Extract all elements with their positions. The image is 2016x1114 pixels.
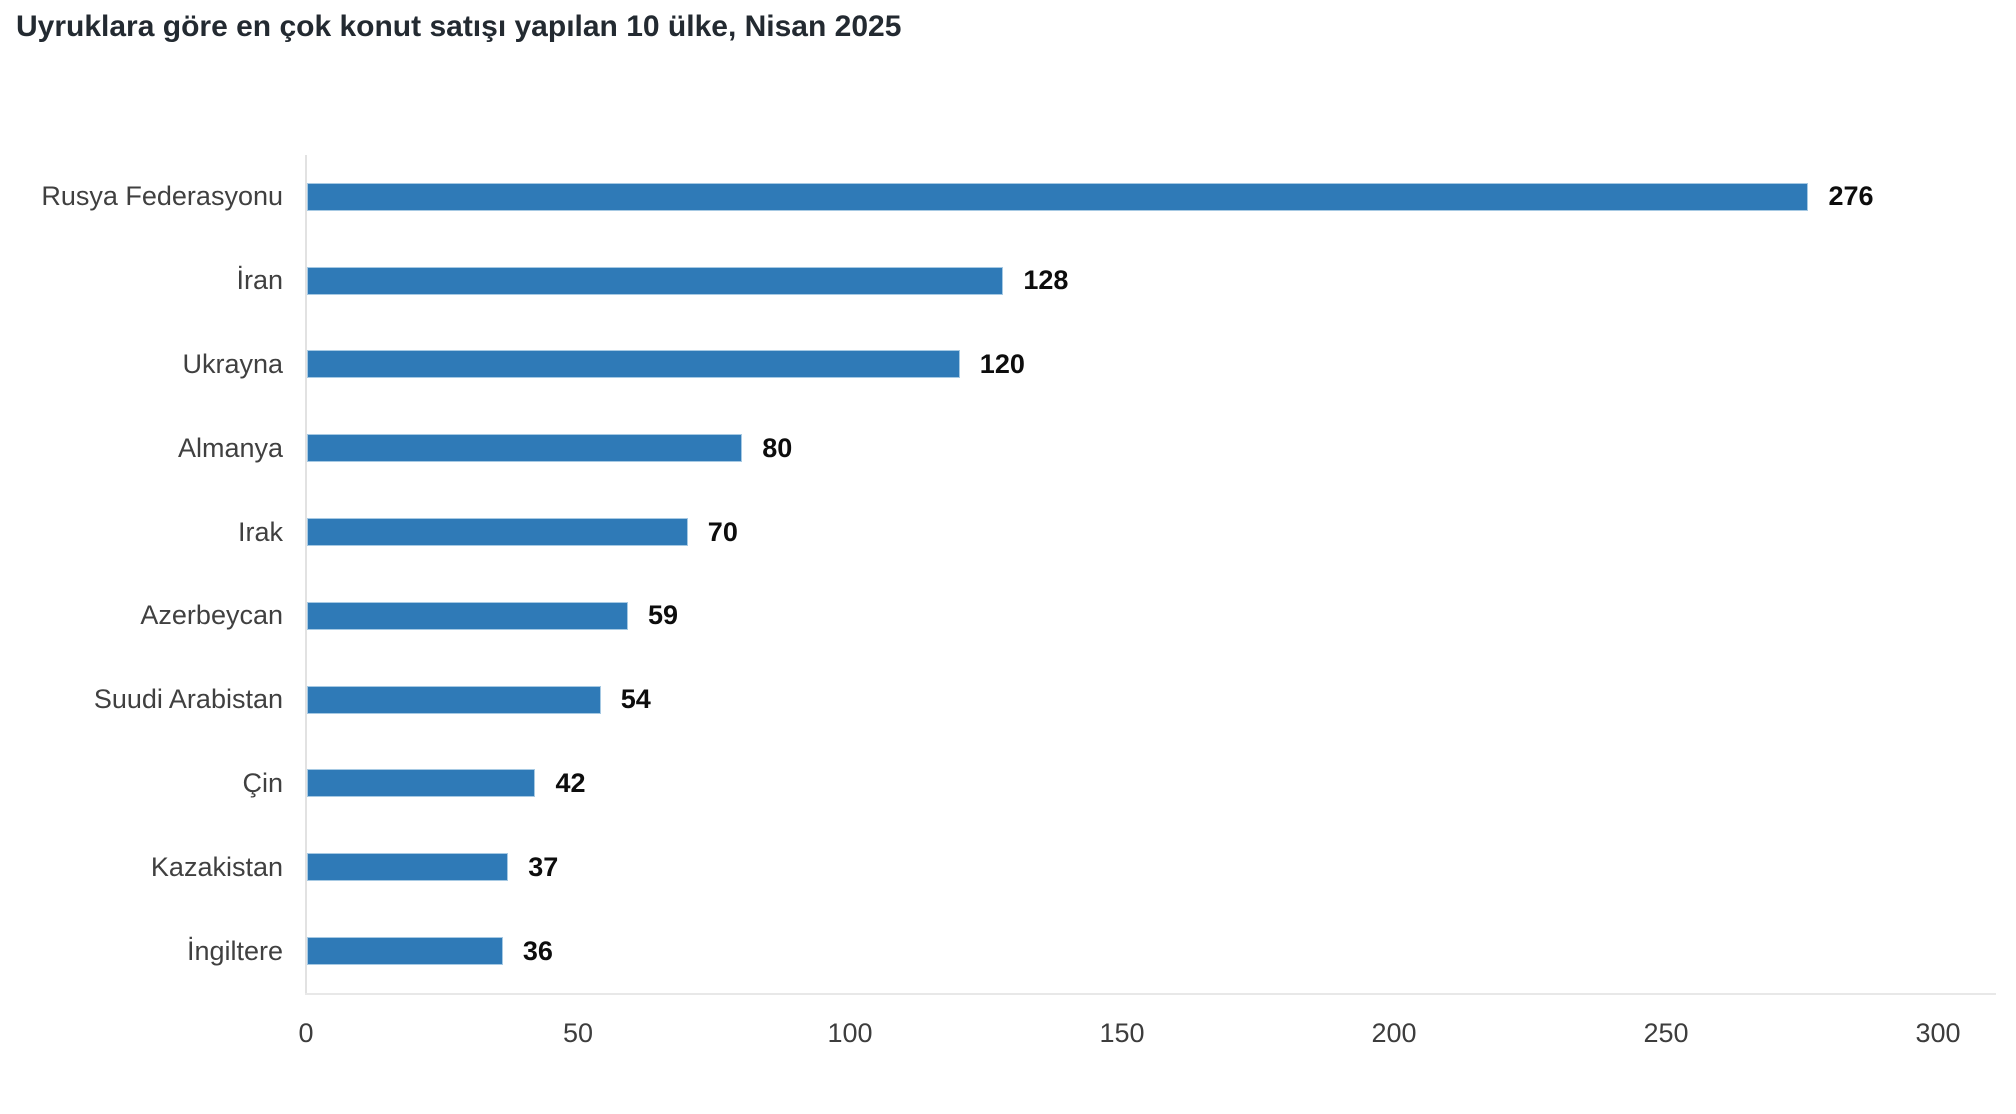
bar-rows-container: Rusya Federasyonu 276 İran 128 Ukrayna 1… (0, 155, 1939, 993)
category-label: İran (236, 265, 283, 296)
bar-area: 42 (307, 742, 1939, 826)
value-label: 70 (707, 516, 738, 547)
bar (307, 182, 1809, 211)
x-tick-label: 100 (827, 1018, 873, 1048)
category-label: Suudi Arabistan (93, 684, 283, 715)
bar-area: 120 (307, 323, 1939, 407)
bar-area: 54 (307, 658, 1939, 742)
category-label: Çin (242, 767, 283, 798)
chart-row: İran 128 (0, 239, 1939, 323)
bar (307, 769, 536, 798)
category-label: Almanya (177, 432, 283, 463)
category-label: Irak (237, 516, 283, 547)
category-label: Azerbeycan (140, 600, 283, 631)
bar-area: 80 (307, 406, 1939, 490)
chart-row: Azerbeycan 59 (0, 574, 1939, 658)
category-label: Rusya Federasyonu (41, 181, 283, 212)
value-label: 37 (528, 851, 559, 882)
bar-area: 36 (307, 909, 1939, 993)
value-label: 54 (620, 684, 651, 715)
bar (307, 518, 688, 547)
chart-row: Çin 42 (0, 742, 1939, 826)
value-label: 128 (1023, 265, 1069, 296)
category-label: Ukrayna (182, 348, 283, 379)
bar-area: 37 (307, 825, 1939, 909)
chart-row: Irak 70 (0, 490, 1939, 574)
bar-area: 70 (307, 490, 1939, 574)
chart-row: İngiltere 36 (0, 909, 1939, 993)
value-label: 36 (522, 935, 553, 966)
bar (307, 350, 960, 379)
bar (307, 937, 503, 966)
chart-title: Uyruklara göre en çok konut satışı yapıl… (16, 10, 902, 43)
x-tick-label: 150 (1099, 1018, 1145, 1048)
x-axis-tick-labels: 0 50 100 150 200 250 300 (298, 1018, 1960, 1068)
y-axis-line (305, 155, 307, 994)
value-label: 120 (979, 348, 1025, 379)
bar-area: 276 (307, 155, 1939, 239)
value-label: 42 (555, 767, 586, 798)
bar-area: 128 (307, 239, 1939, 323)
value-label: 59 (647, 600, 678, 631)
chart-row: Kazakistan 37 (0, 825, 1939, 909)
x-tick-label: 50 (562, 1018, 594, 1048)
chart-row: Ukrayna 120 (0, 323, 1939, 407)
value-label: 276 (1828, 181, 1874, 212)
bar (307, 853, 509, 882)
x-tick-label: 250 (1643, 1018, 1689, 1048)
x-tick-label: 200 (1371, 1018, 1417, 1048)
value-label: 80 (762, 432, 793, 463)
chart-row: Rusya Federasyonu 276 (0, 155, 1939, 239)
x-tick-label: 0 (298, 1018, 314, 1048)
bar (307, 434, 743, 463)
chart-row: Suudi Arabistan 54 (0, 658, 1939, 742)
x-axis-line (305, 993, 1996, 995)
bar (307, 685, 601, 714)
bar-area: 59 (307, 574, 1939, 658)
category-label: Kazakistan (150, 851, 283, 882)
x-tick-label: 300 (1915, 1018, 1961, 1048)
bar (307, 601, 628, 630)
chart-row: Almanya 80 (0, 406, 1939, 490)
bar (307, 266, 1004, 295)
category-label: İngiltere (186, 935, 283, 966)
